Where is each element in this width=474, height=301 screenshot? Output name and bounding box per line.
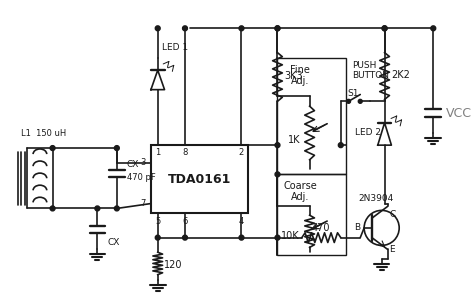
Circle shape [50, 146, 55, 150]
Circle shape [431, 26, 436, 31]
Text: 5: 5 [155, 217, 160, 225]
Circle shape [382, 26, 387, 31]
Circle shape [275, 143, 280, 147]
Circle shape [275, 235, 280, 240]
Text: 4: 4 [239, 217, 244, 225]
Text: L1  150 uH: L1 150 uH [21, 129, 67, 138]
Circle shape [155, 235, 160, 240]
Text: 7: 7 [140, 199, 146, 208]
Text: 2: 2 [239, 148, 244, 157]
Circle shape [114, 146, 119, 150]
Bar [277, 174, 346, 255]
Circle shape [358, 99, 362, 103]
Bar [277, 57, 346, 174]
Circle shape [182, 26, 187, 31]
Circle shape [182, 235, 187, 240]
Circle shape [155, 26, 160, 31]
Bar [151, 145, 248, 213]
Text: C: C [390, 210, 396, 219]
Text: 3K3: 3K3 [284, 71, 303, 81]
Circle shape [239, 26, 244, 31]
Text: E: E [390, 245, 395, 254]
Text: CX: CX [107, 238, 119, 247]
Circle shape [50, 206, 55, 211]
Circle shape [95, 206, 100, 211]
Circle shape [275, 172, 280, 177]
Text: 1: 1 [155, 148, 160, 157]
Text: TDA0161: TDA0161 [168, 173, 231, 186]
Text: 1K: 1K [288, 135, 301, 145]
Text: 2K2: 2K2 [392, 70, 410, 80]
Text: 6: 6 [182, 217, 188, 225]
Circle shape [114, 206, 119, 211]
Text: Fine: Fine [290, 65, 310, 75]
Text: 3: 3 [140, 158, 146, 167]
Text: 10K: 10K [281, 231, 300, 241]
Text: S1: S1 [347, 89, 359, 98]
Text: VCC: VCC [446, 107, 472, 119]
Text: PUSH: PUSH [353, 61, 377, 70]
Circle shape [275, 26, 280, 31]
Text: CX: CX [127, 160, 139, 169]
Circle shape [346, 99, 350, 103]
Text: 2N3904: 2N3904 [358, 194, 393, 203]
Circle shape [338, 143, 343, 147]
Text: 120: 120 [164, 260, 182, 270]
Text: LED 1: LED 1 [162, 43, 188, 52]
Text: 470: 470 [312, 223, 330, 233]
Text: 8: 8 [182, 148, 188, 157]
Text: BUTTON: BUTTON [353, 70, 390, 79]
Circle shape [382, 26, 387, 31]
Text: Coarse: Coarse [283, 181, 317, 191]
Text: Adj.: Adj. [291, 192, 309, 202]
Text: Adj.: Adj. [291, 76, 309, 86]
Circle shape [239, 235, 244, 240]
Text: LED 2: LED 2 [356, 128, 382, 137]
Text: 470 pF: 470 pF [127, 173, 155, 182]
Text: B: B [354, 223, 360, 232]
Circle shape [275, 26, 280, 31]
